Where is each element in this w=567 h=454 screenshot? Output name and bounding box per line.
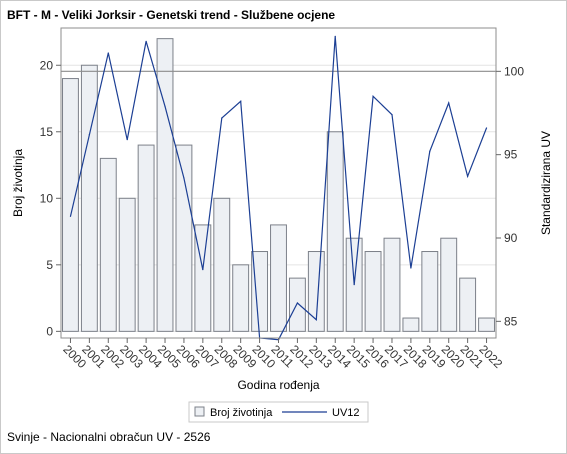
chart-title: BFT - M - Veliki Jorksir - Genetski tren…	[7, 8, 336, 22]
point-uv12-2014	[334, 35, 336, 37]
y-right-tick-label: 100	[504, 64, 524, 78]
point-uv12-2022	[485, 127, 488, 129]
bar-2011	[270, 224, 287, 332]
point-uv12-2015	[353, 284, 355, 286]
point-uv12-2020	[448, 102, 450, 104]
point-uv12-2017	[391, 114, 393, 116]
point-uv12-2001	[88, 134, 90, 136]
bar-2022	[478, 317, 495, 332]
point-uv12-2016	[372, 95, 374, 97]
bar-2020	[440, 237, 458, 332]
bar-2016	[364, 251, 382, 332]
bar-2000	[62, 78, 79, 332]
legend-label-bars: Broj životinja	[210, 407, 273, 419]
y-left-tick-label: 5	[46, 258, 53, 272]
point-uv12-2007	[202, 269, 204, 271]
bar-2006	[175, 144, 193, 332]
point-uv12-2021	[467, 175, 469, 177]
bar-2009	[232, 264, 250, 332]
y-right-tick-label: 95	[504, 148, 518, 162]
point-uv12-2008	[221, 117, 223, 119]
bar-2013	[307, 251, 325, 332]
x-axis-label: Godina rođenja	[237, 378, 319, 392]
y-right-tick-label: 90	[504, 231, 518, 245]
bar-2019	[421, 251, 439, 332]
point-uv12-2009	[240, 100, 242, 102]
y-left-axis-label: Broj životinja	[11, 149, 25, 217]
point-uv12-2005	[164, 105, 166, 107]
legend-box	[188, 401, 369, 423]
bar-2001	[80, 64, 98, 332]
bar-2014	[326, 131, 344, 332]
point-uv12-2019	[429, 150, 431, 152]
point-uv12-2000	[69, 215, 72, 217]
point-uv12-2006	[183, 177, 185, 179]
point-uv12-2018	[410, 267, 412, 269]
y-left-tick-label: 15	[40, 125, 54, 139]
point-uv12-2003	[126, 139, 128, 141]
legend-label-line: UV12	[332, 407, 360, 419]
y-left-tick-label: 0	[46, 324, 53, 338]
bar-2017	[383, 237, 401, 332]
bar-2021	[459, 277, 477, 332]
footnote: Svinje - Nacionalni obračun UV - 2526	[7, 430, 211, 444]
point-uv12-2004	[145, 40, 147, 42]
bar-2004	[137, 144, 155, 332]
bar-2003	[118, 197, 136, 332]
bar-2002	[99, 157, 117, 332]
y-left-tick-label: 10	[40, 191, 54, 205]
bar-2018	[402, 317, 420, 332]
y-right-axis-label: Standardizirana UV	[539, 131, 553, 235]
point-uv12-2013	[315, 319, 317, 321]
legend-bar-swatch	[194, 406, 205, 417]
bar-2012	[288, 277, 306, 332]
bar-2008	[213, 197, 231, 332]
point-uv12-2002	[107, 52, 109, 54]
point-uv12-2012	[296, 302, 299, 304]
bar-2005	[156, 38, 174, 332]
y-left-tick-label: 20	[40, 58, 54, 72]
y-right-tick-label: 85	[504, 314, 518, 328]
